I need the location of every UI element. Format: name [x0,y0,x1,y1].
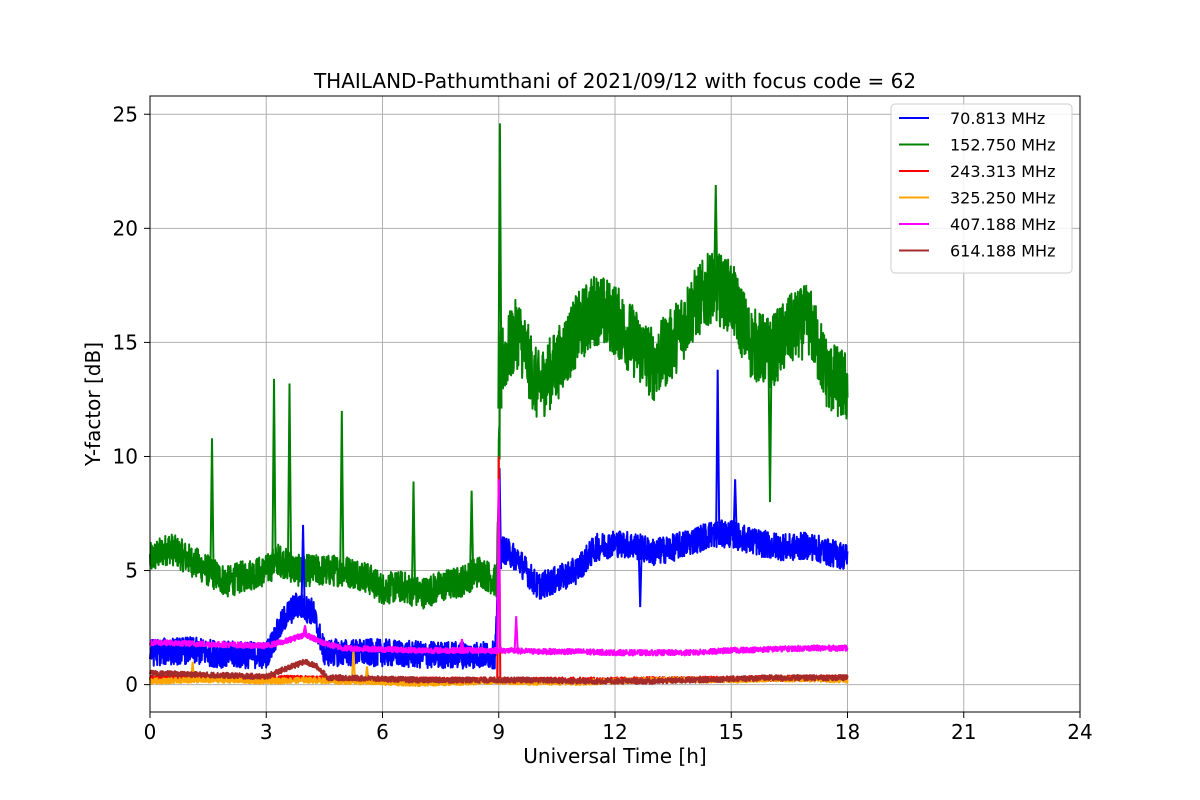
axis-ticks: 0 3 6 9 12 15 18 21 24 0 5 10 15 20 25 [113,102,1093,744]
series-line [149,631,849,657]
x-tick-label: 21 [951,720,976,744]
x-tick-label: 15 [719,720,744,744]
series-spike [469,490,475,576]
series-spike [410,481,417,591]
x-tick-label: 9 [492,720,505,744]
x-tick-label: 6 [376,720,389,744]
legend-label: 325.250 MHz [950,189,1055,208]
series-spike [497,123,503,409]
series-spike [513,616,519,651]
x-tick-label: 18 [835,720,860,744]
legend-label: 407.188 MHz [950,215,1055,234]
y-tick-label: 0 [125,673,138,697]
series-spike [767,353,773,503]
legend-label: 614.188 MHz [950,242,1055,261]
x-tick-label: 3 [260,720,273,744]
y-tick-label: 25 [113,102,138,126]
y-tick-label: 5 [125,559,138,583]
series-spike [300,524,306,608]
series-line [149,249,849,610]
x-tick-label: 24 [1067,720,1092,744]
series-line [149,658,849,685]
series-spike [302,625,308,635]
series-spike [715,369,721,535]
series-spike [209,438,215,573]
series-spike [271,378,277,563]
x-tick-label: 0 [144,720,157,744]
legend-label: 243.313 MHz [950,162,1055,181]
y-tick-label: 20 [113,216,138,240]
series-spike [713,184,719,288]
x-tick-label: 12 [602,720,627,744]
series-spike [459,638,465,651]
series-spike [496,479,502,651]
legend-label: 70.813 MHz [950,109,1045,128]
y-axis-label: Y-factor [dB] [81,342,105,467]
plot-area [149,123,849,688]
legend-box [890,103,1073,274]
series-spike [286,383,293,566]
legend-label: 152.750 MHz [950,136,1055,155]
chart-title: THAILAND-Pathumthani of 2021/09/12 with … [313,69,916,93]
y-tick-label: 15 [113,330,138,354]
series-spike [732,479,738,536]
series-spike [637,547,643,608]
legend: 70.813 MHz 152.750 MHz 243.313 MHz 325.250 … [890,103,1073,274]
y-tick-label: 10 [113,444,138,468]
series-spike [339,410,345,571]
x-axis-label: Universal Time [h] [523,744,706,768]
